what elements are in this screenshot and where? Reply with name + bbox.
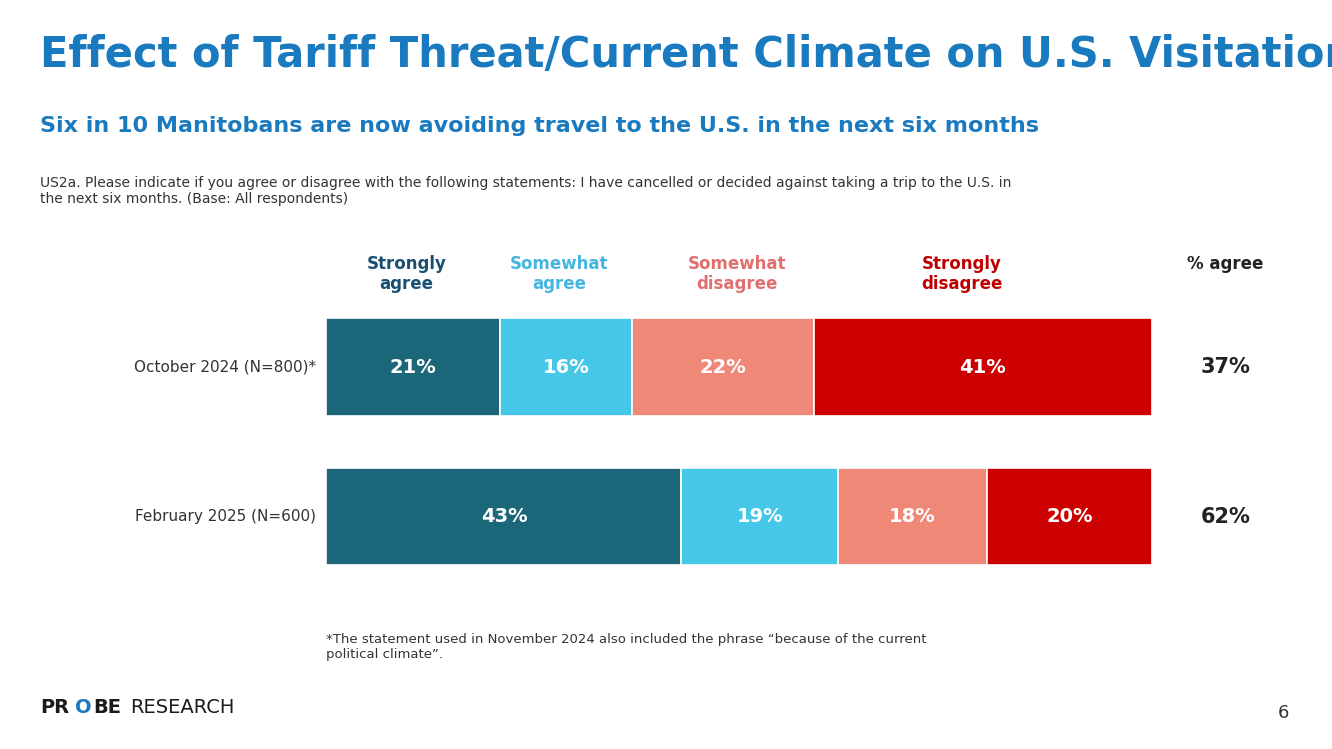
Text: 21%: 21% (390, 357, 437, 377)
Text: 20%: 20% (1047, 507, 1092, 527)
Bar (814, 318, 1152, 416)
Text: 16%: 16% (542, 357, 589, 377)
Text: February 2025 (N=600): February 2025 (N=600) (135, 509, 316, 524)
Text: 43%: 43% (481, 507, 527, 527)
Text: Six in 10 Manitobans are now avoiding travel to the U.S. in the next six months: Six in 10 Manitobans are now avoiding tr… (40, 116, 1039, 136)
Bar (326, 318, 500, 416)
Bar (326, 468, 682, 565)
Text: 37%: 37% (1200, 357, 1251, 377)
Bar (682, 468, 838, 565)
Text: RESEARCH: RESEARCH (131, 698, 234, 718)
Text: Strongly
agree: Strongly agree (366, 255, 446, 294)
Text: 62%: 62% (1200, 507, 1251, 527)
Bar (838, 468, 987, 565)
Text: *The statement used in November 2024 also included the phrase “because of the cu: *The statement used in November 2024 als… (326, 633, 927, 661)
Text: 19%: 19% (737, 507, 783, 527)
Text: 41%: 41% (959, 357, 1006, 377)
Text: Somewhat
agree: Somewhat agree (510, 255, 609, 294)
Text: 6: 6 (1277, 704, 1289, 722)
Text: Effect of Tariff Threat/Current Climate on U.S. Visitation: Effect of Tariff Threat/Current Climate … (40, 34, 1332, 76)
Text: 18%: 18% (890, 507, 936, 527)
Text: Somewhat
disagree: Somewhat disagree (687, 255, 786, 294)
Bar (631, 318, 814, 416)
Text: 22%: 22% (699, 357, 746, 377)
Bar (500, 318, 631, 416)
Text: October 2024 (N=800)*: October 2024 (N=800)* (133, 360, 316, 374)
Text: O: O (75, 698, 91, 718)
Bar (987, 468, 1152, 565)
Text: US2a. Please indicate if you agree or disagree with the following statements: I : US2a. Please indicate if you agree or di… (40, 176, 1011, 206)
Text: PR: PR (40, 698, 69, 718)
Text: BE: BE (93, 698, 121, 718)
Text: Strongly
disagree: Strongly disagree (920, 255, 1003, 294)
Text: % agree: % agree (1187, 255, 1264, 273)
